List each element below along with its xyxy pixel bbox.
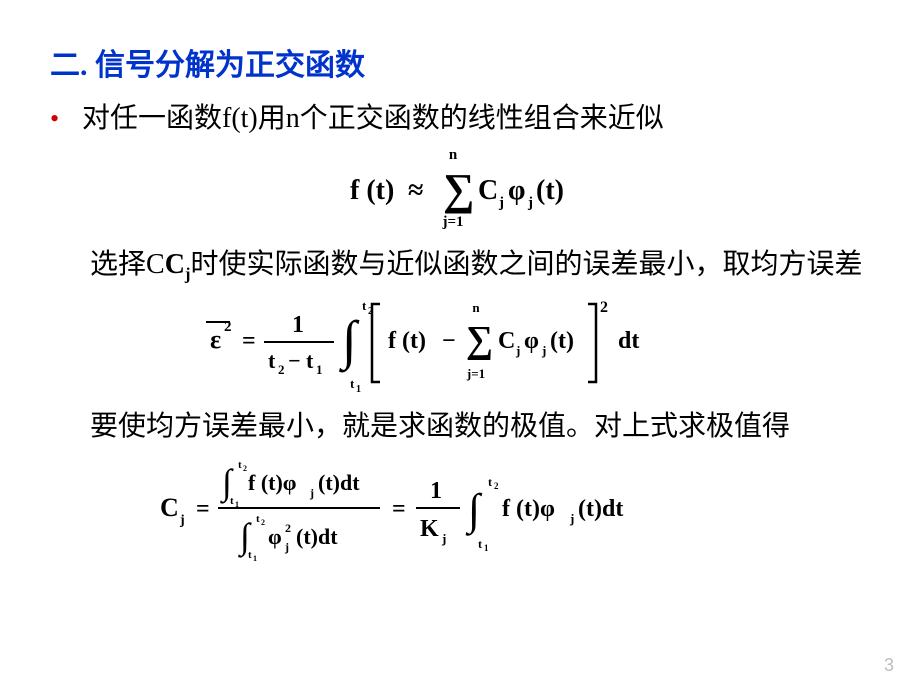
bullet-line: • 对任一函数f(t)用n个正交函数的线性组合来近似 xyxy=(50,96,870,136)
svg-text:1: 1 xyxy=(430,478,442,504)
svg-text:j: j xyxy=(527,195,533,211)
bullet-text: 对任一函数f(t)用n个正交函数的线性组合来近似 xyxy=(82,96,664,136)
svg-text:t: t xyxy=(230,495,234,507)
svg-text:f (t)φ: f (t)φ xyxy=(248,470,297,495)
section-heading: 二. 信号分解为正交函数 xyxy=(50,40,870,84)
svg-text:∫: ∫ xyxy=(465,485,483,536)
svg-text:(t)dt: (t)dt xyxy=(578,496,623,522)
svg-text:1: 1 xyxy=(316,362,323,377)
bullet-dot: • xyxy=(50,104,82,134)
svg-text:2: 2 xyxy=(261,518,265,527)
svg-text:t: t xyxy=(268,348,276,373)
svg-text:φ: φ xyxy=(268,524,282,549)
svg-text:φ: φ xyxy=(524,328,539,354)
svg-text:j: j xyxy=(309,486,314,500)
svg-text:dt: dt xyxy=(618,328,639,354)
svg-text:K: K xyxy=(420,516,439,542)
svg-text:(t): (t) xyxy=(536,175,564,206)
svg-text:t: t xyxy=(306,348,314,373)
svg-text:f (t): f (t) xyxy=(388,328,426,354)
svg-text:(t)dt: (t)dt xyxy=(296,524,338,549)
svg-text:∑: ∑ xyxy=(466,319,493,361)
svg-text:(t)dt: (t)dt xyxy=(318,470,360,495)
svg-text:j: j xyxy=(179,513,185,528)
svg-text:1: 1 xyxy=(292,312,304,338)
para1-a: 选择C xyxy=(90,249,165,280)
formula-1: f (t) ≈ ∑ n j=1 C j φ j (t) xyxy=(50,144,870,239)
svg-text:∫: ∫ xyxy=(339,310,360,373)
svg-text:C: C xyxy=(498,328,515,354)
svg-text:j: j xyxy=(515,343,520,358)
slide: 二. 信号分解为正交函数 • 对任一函数f(t)用n个正交函数的线性组合来近似 … xyxy=(0,0,920,690)
paragraph-1: 选择CCj时使实际函数与近似函数之间的误差最小，取均方误差 xyxy=(90,243,870,288)
page-number: 3 xyxy=(884,655,894,676)
svg-text:f (t)φ: f (t)φ xyxy=(502,496,555,522)
svg-text:j: j xyxy=(569,511,574,526)
svg-text:t: t xyxy=(238,459,242,471)
svg-text:t: t xyxy=(478,537,482,551)
svg-text:j=1: j=1 xyxy=(441,214,463,230)
svg-text:n: n xyxy=(472,300,480,315)
svg-text:1: 1 xyxy=(253,554,257,563)
svg-text:φ: φ xyxy=(508,175,525,206)
svg-text:f (t): f (t) xyxy=(350,175,394,206)
paragraph-2: 要使均方误差最小，就是求函数的极值。对上式求极值得 xyxy=(90,405,870,450)
svg-text:t: t xyxy=(362,298,367,313)
svg-text:j: j xyxy=(284,540,289,554)
formula-2: ε 2 = 1 t 2 − t 1 ∫ t2 t1 f (t) − xyxy=(50,286,870,401)
svg-text:j: j xyxy=(498,195,504,211)
svg-text:j: j xyxy=(541,343,546,358)
svg-text:t: t xyxy=(256,513,260,525)
svg-text:−: − xyxy=(288,348,301,373)
svg-text:t: t xyxy=(488,475,492,489)
svg-text:2: 2 xyxy=(224,319,232,335)
svg-text:C: C xyxy=(478,175,498,206)
svg-text:−: − xyxy=(442,328,456,354)
svg-text:j=1: j=1 xyxy=(466,366,485,381)
svg-text:∑: ∑ xyxy=(443,165,474,214)
svg-text:2: 2 xyxy=(600,299,608,316)
svg-text:C: C xyxy=(160,493,179,522)
svg-text:≈: ≈ xyxy=(408,175,423,206)
svg-text:2: 2 xyxy=(494,481,499,491)
svg-text:=: = xyxy=(392,496,406,522)
svg-text:n: n xyxy=(449,147,458,163)
svg-text:t: t xyxy=(248,549,252,561)
svg-text:2: 2 xyxy=(243,464,247,473)
formula-3: C j = ∫ t2 t1 f (t)φ j (t)dt ∫ t2 t1 φ 2… xyxy=(50,450,870,575)
svg-text:j: j xyxy=(441,531,446,546)
svg-text:=: = xyxy=(242,328,256,354)
svg-text:1: 1 xyxy=(484,543,489,553)
svg-text:2: 2 xyxy=(278,362,285,377)
svg-text:2: 2 xyxy=(285,521,291,535)
svg-text:t: t xyxy=(350,376,355,391)
svg-text:(t): (t) xyxy=(550,328,574,354)
svg-text:=: = xyxy=(196,496,210,522)
para1-b: 时使实际函数与近似函数之间的误差最小，取均方误差 xyxy=(191,249,863,280)
svg-text:ε: ε xyxy=(210,325,221,354)
svg-text:1: 1 xyxy=(356,384,361,395)
